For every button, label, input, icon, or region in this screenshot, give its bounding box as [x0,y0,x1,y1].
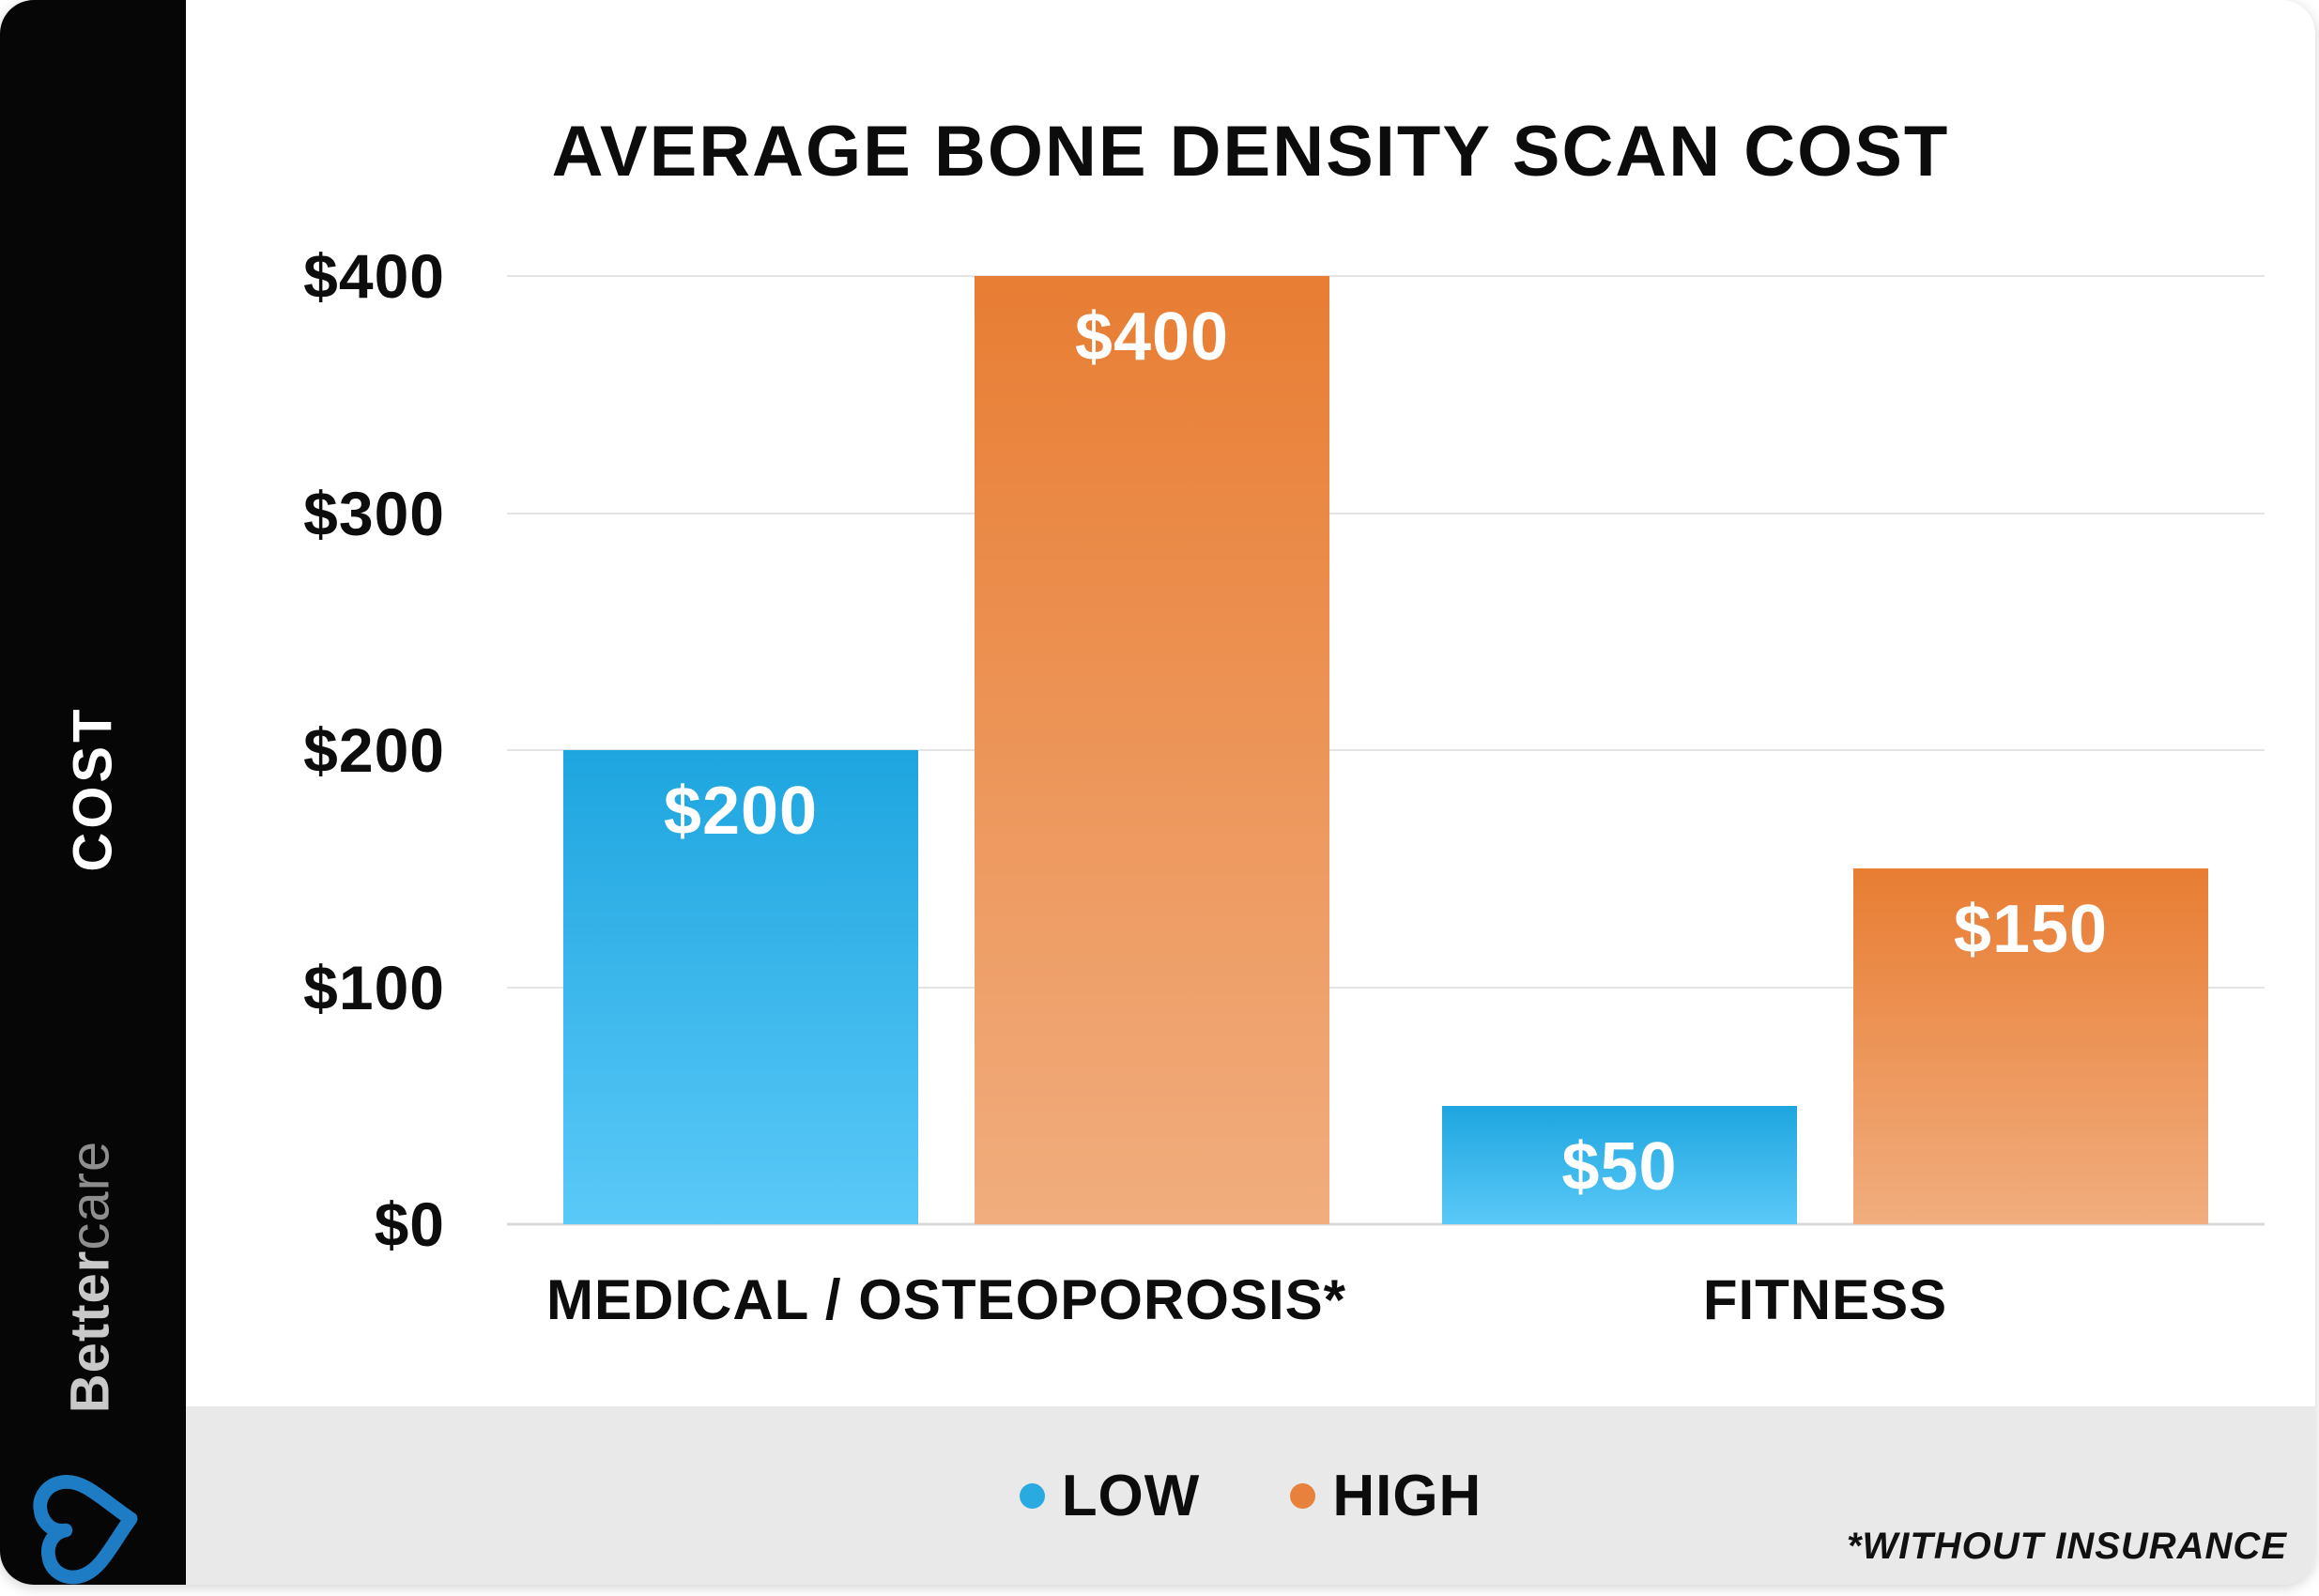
legend: LOW HIGH [186,1406,2315,1585]
y-axis-tick-label: $100 [303,952,445,1022]
gridline-200 [507,749,2265,751]
gridline-0 [507,1222,2265,1226]
gridline-400 [507,275,2265,277]
legend-dot-icon [1019,1482,1045,1509]
y-axis-tick-label: $400 [303,241,445,311]
footnote: *WITHOUT INSURANCE [1846,1526,2287,1567]
footer: LOW HIGH *WITHOUT INSURANCE [186,1406,2315,1585]
bar-value-label: $200 [663,774,819,849]
legend-label: HIGH [1332,1463,1482,1528]
legend-dot-icon [1290,1482,1316,1509]
x-axis-category-label: FITNESS [1702,1268,1948,1331]
y-axis-tick-label: $0 [374,1189,445,1259]
bar-low-2: $50 [1442,1105,1797,1224]
legend-item-high: HIGH [1290,1463,1482,1529]
bar-high-2: $150 [1853,868,2208,1224]
bar-value-label: $150 [1953,892,2109,968]
bar-low-1: $200 [563,750,918,1224]
bar-value-label: $400 [1074,299,1230,375]
y-axis-tick-label: $200 [303,715,445,785]
brand-name-light: care [59,1140,121,1251]
sidebar: COST Bettercare [0,0,186,1585]
plot-area: $0 $100 $200 $300 $400 $200 $400 MEDICAL / OSTE… [303,241,2265,1331]
bar-value-label: $50 [1561,1128,1678,1205]
brand-heart-icon [28,1462,156,1585]
x-axis-category-label: MEDICAL / OSTEOPOROSIS* [545,1268,1346,1331]
legend-item-low: LOW [1019,1463,1201,1529]
chart-panel: AVERAGE BONE DENSITY SCAN COST $0 $100 $20… [186,0,2315,1585]
gridline-100 [507,986,2265,989]
bar-high-1: $400 [975,276,1329,1224]
chart-title: AVERAGE BONE DENSITY SCAN COST [551,112,1950,192]
brand-name-bold: Better [59,1250,121,1414]
y-axis-tick-label: $300 [303,478,445,548]
brand-name: Bettercare [59,1141,122,1413]
legend-label: LOW [1061,1463,1201,1528]
gridline-300 [507,512,2265,514]
sidebar-cost-label: COST [62,705,124,872]
